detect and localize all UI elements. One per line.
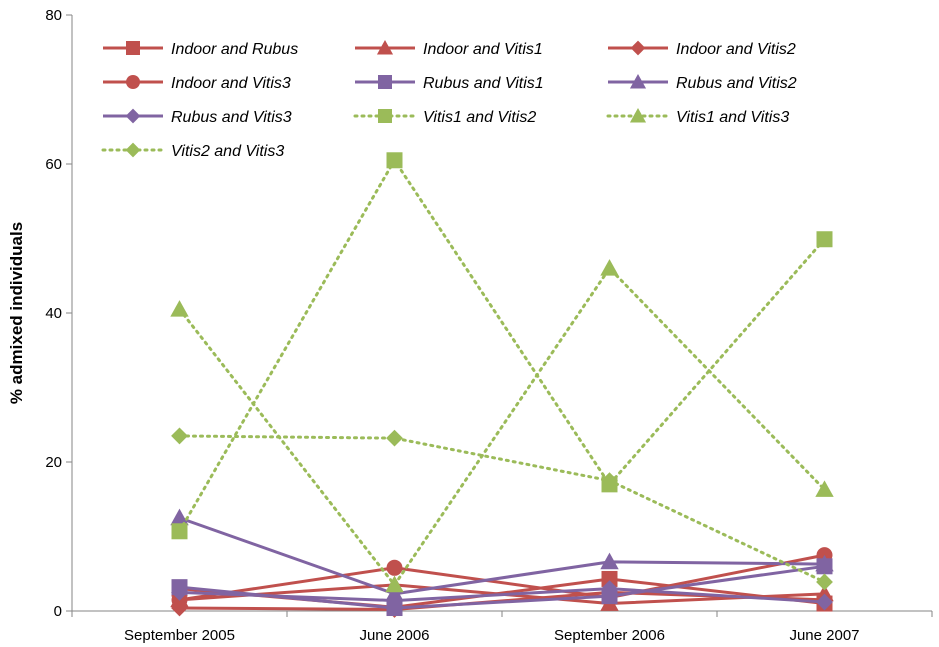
y-tick-label: 80 [45, 7, 62, 24]
data-point-circle [386, 559, 403, 576]
legend-label: Indoor and Rubus [171, 41, 298, 58]
legend-item: Indoor and Vitis1 [355, 39, 543, 58]
data-point-diamond [816, 593, 833, 611]
data-point-triangle [170, 300, 189, 317]
legend: Indoor and Rubus Indoor and Vitis1 Indoor … [101, 39, 797, 160]
data-point-square [171, 523, 188, 540]
legend-marker-square [378, 109, 392, 123]
data-point-diamond [601, 580, 618, 598]
data-point-triangle [600, 552, 619, 570]
data-point-square [816, 231, 833, 248]
y-tick-label: 0 [54, 603, 62, 620]
legend-label: Indoor and Vitis2 [676, 41, 796, 58]
data-point-diamond [601, 472, 618, 490]
legend-marker-triangle [629, 107, 647, 123]
legend-item: Rubus and Vitis1 [355, 75, 544, 92]
series-7 [171, 152, 833, 540]
legend-item: Rubus and Vitis2 [608, 73, 797, 92]
legend-marker-diamond [125, 108, 141, 124]
legend-item: Indoor and Rubus [103, 41, 298, 58]
x-tick-group: September 2005 June 2006 September 2006 Jun… [71, 611, 933, 644]
data-point-diamond [171, 427, 188, 445]
y-tick-label: 20 [45, 454, 62, 471]
series-line [179, 553, 825, 602]
legend-marker-circle [126, 75, 140, 89]
data-point-square [601, 570, 618, 587]
x-tick-label: June 2006 [359, 627, 429, 644]
series-6 [171, 580, 833, 611]
x-tick-label: September 2005 [124, 627, 235, 644]
series-line [178, 158, 826, 533]
legend-item: Rubus and Vitis3 [103, 108, 292, 126]
y-axis-label: % admixed individuals [7, 222, 26, 404]
legend-item: Vitis1 and Vitis3 [606, 107, 789, 126]
legend-item: Vitis2 and Vitis3 [101, 142, 284, 160]
legend-label: Indoor and Vitis3 [171, 75, 291, 92]
series-line [179, 516, 825, 596]
legend-label: Rubus and Vitis3 [171, 109, 292, 126]
series-layer [170, 152, 834, 618]
axes [71, 15, 932, 612]
x-tick-label: June 2007 [789, 627, 859, 644]
legend-marker-square [126, 41, 140, 55]
legend-label: Rubus and Vitis1 [423, 75, 544, 92]
data-point-diamond [386, 592, 403, 609]
legend-label: Rubus and Vitis2 [676, 75, 797, 92]
legend-marker-diamond [630, 40, 646, 56]
series-line [178, 434, 826, 584]
legend-label: Vitis1 and Vitis2 [423, 109, 536, 126]
legend-marker-square [378, 75, 392, 89]
series-9 [171, 427, 833, 591]
data-point-triangle [600, 259, 619, 276]
data-point-diamond [816, 573, 833, 591]
x-tick-label: September 2006 [554, 627, 665, 644]
legend-item: Indoor and Vitis2 [608, 40, 796, 58]
data-point-triangle [815, 480, 834, 497]
legend-marker-triangle [376, 39, 394, 55]
data-point-diamond [171, 583, 188, 601]
series-line [178, 266, 826, 587]
legend-label: Indoor and Vitis1 [423, 41, 543, 58]
y-tick-label: 60 [45, 156, 62, 173]
data-point-triangle [815, 554, 834, 572]
legend-label: Vitis1 and Vitis3 [676, 109, 789, 126]
y-tick-label: 40 [45, 305, 62, 322]
series-line [179, 564, 825, 610]
legend-item: Vitis1 and Vitis2 [353, 109, 536, 126]
data-point-triangle [385, 575, 404, 593]
legend-marker-diamond [125, 142, 141, 158]
data-point-triangle [170, 508, 189, 526]
series-line [179, 587, 825, 604]
legend-label: Vitis2 and Vitis3 [171, 143, 284, 160]
y-tick-group: 0 20 40 60 80 [45, 7, 72, 620]
legend-item: Indoor and Vitis3 [103, 75, 291, 92]
data-point-square [386, 152, 403, 169]
data-point-diamond [386, 429, 403, 447]
series-8 [170, 259, 834, 593]
legend-marker-triangle [629, 73, 647, 89]
